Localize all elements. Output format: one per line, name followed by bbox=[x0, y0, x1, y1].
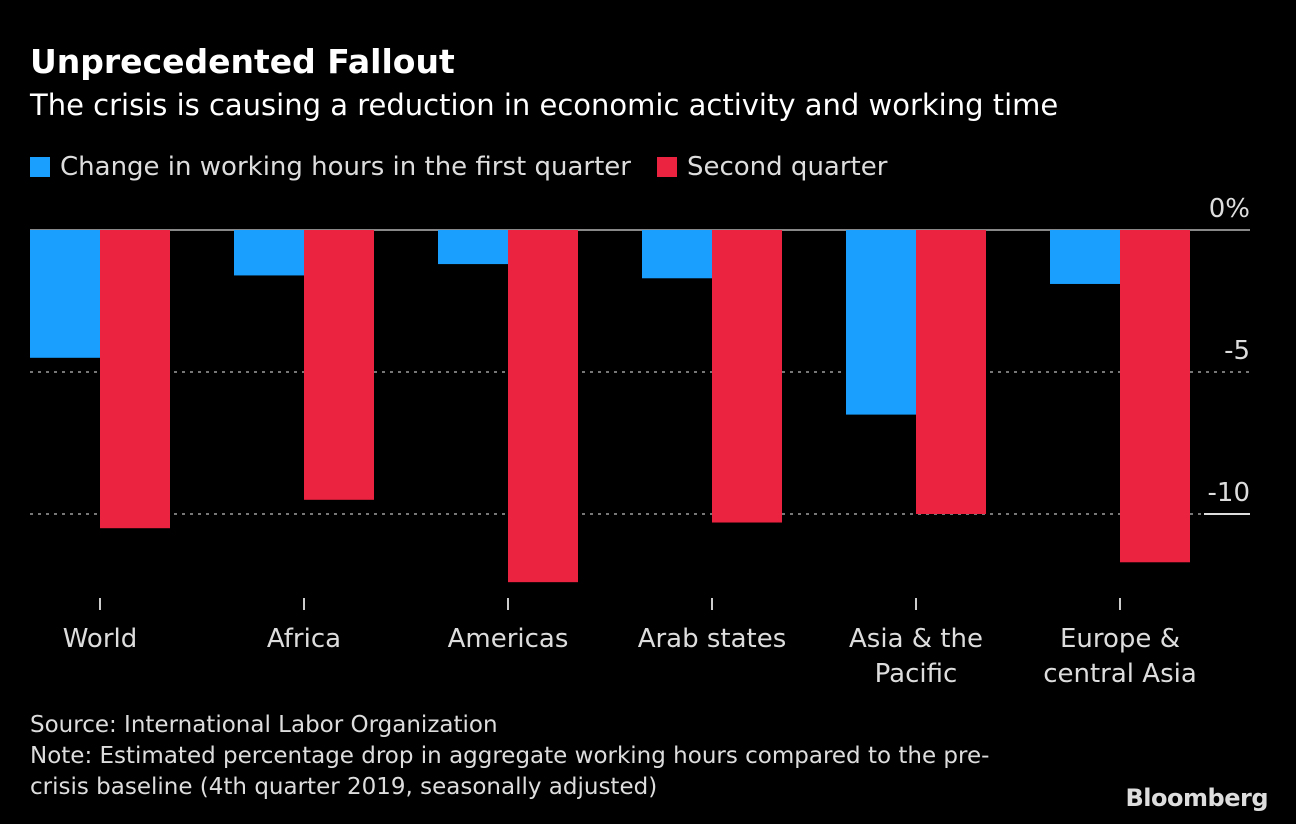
x-tick-label: Europe & bbox=[1060, 624, 1180, 654]
legend-swatch-q2 bbox=[656, 157, 677, 177]
x-tick-label: Arab states bbox=[638, 624, 787, 654]
bar-q1 bbox=[438, 230, 508, 265]
bar-q1 bbox=[1050, 230, 1120, 284]
bar-q2 bbox=[916, 230, 986, 514]
legend-label-q2: Second quarter bbox=[686, 152, 888, 182]
y-tick-label: -10 bbox=[1208, 478, 1250, 508]
bloomberg-logo: Bloomberg bbox=[1125, 784, 1269, 812]
x-tick-label: central Asia bbox=[1043, 659, 1197, 689]
note-text-2: crisis baseline (4th quarter 2019, seaso… bbox=[30, 774, 658, 800]
source-text: Source: International Labor Organization bbox=[30, 712, 498, 738]
x-tick-label: Pacific bbox=[875, 659, 958, 689]
bar-q2 bbox=[1120, 230, 1190, 563]
x-tick-label: Asia & the bbox=[849, 624, 983, 654]
bar-q1 bbox=[642, 230, 712, 279]
bar-q1 bbox=[846, 230, 916, 415]
legend-item-q1: Change in working hours in the first qua… bbox=[30, 152, 631, 182]
legend-item-q2: Second quarter bbox=[656, 152, 888, 182]
bar-q1 bbox=[30, 230, 100, 358]
x-tick-label: World bbox=[63, 624, 138, 654]
legend-label-q1: Change in working hours in the first qua… bbox=[60, 152, 631, 182]
y-tick-label: 0% bbox=[1209, 194, 1250, 224]
footer-notes: Source: International Labor Organization… bbox=[30, 710, 989, 803]
legend: Change in working hours in the first qua… bbox=[30, 152, 913, 182]
bar-q2 bbox=[100, 230, 170, 529]
bar-q2 bbox=[712, 230, 782, 523]
bar-q1 bbox=[234, 230, 304, 276]
bar-q2 bbox=[508, 230, 578, 583]
y-tick-label: -5 bbox=[1224, 336, 1250, 366]
bar-q2 bbox=[304, 230, 374, 500]
chart-subtitle: The crisis is causing a reduction in eco… bbox=[30, 88, 1059, 122]
legend-swatch-q1 bbox=[30, 157, 50, 177]
chart-title: Unprecedented Fallout bbox=[30, 42, 455, 81]
x-tick-label: Americas bbox=[448, 624, 569, 654]
note-text-1: Note: Estimated percentage drop in aggre… bbox=[30, 743, 990, 769]
x-tick-label: Africa bbox=[267, 624, 341, 654]
